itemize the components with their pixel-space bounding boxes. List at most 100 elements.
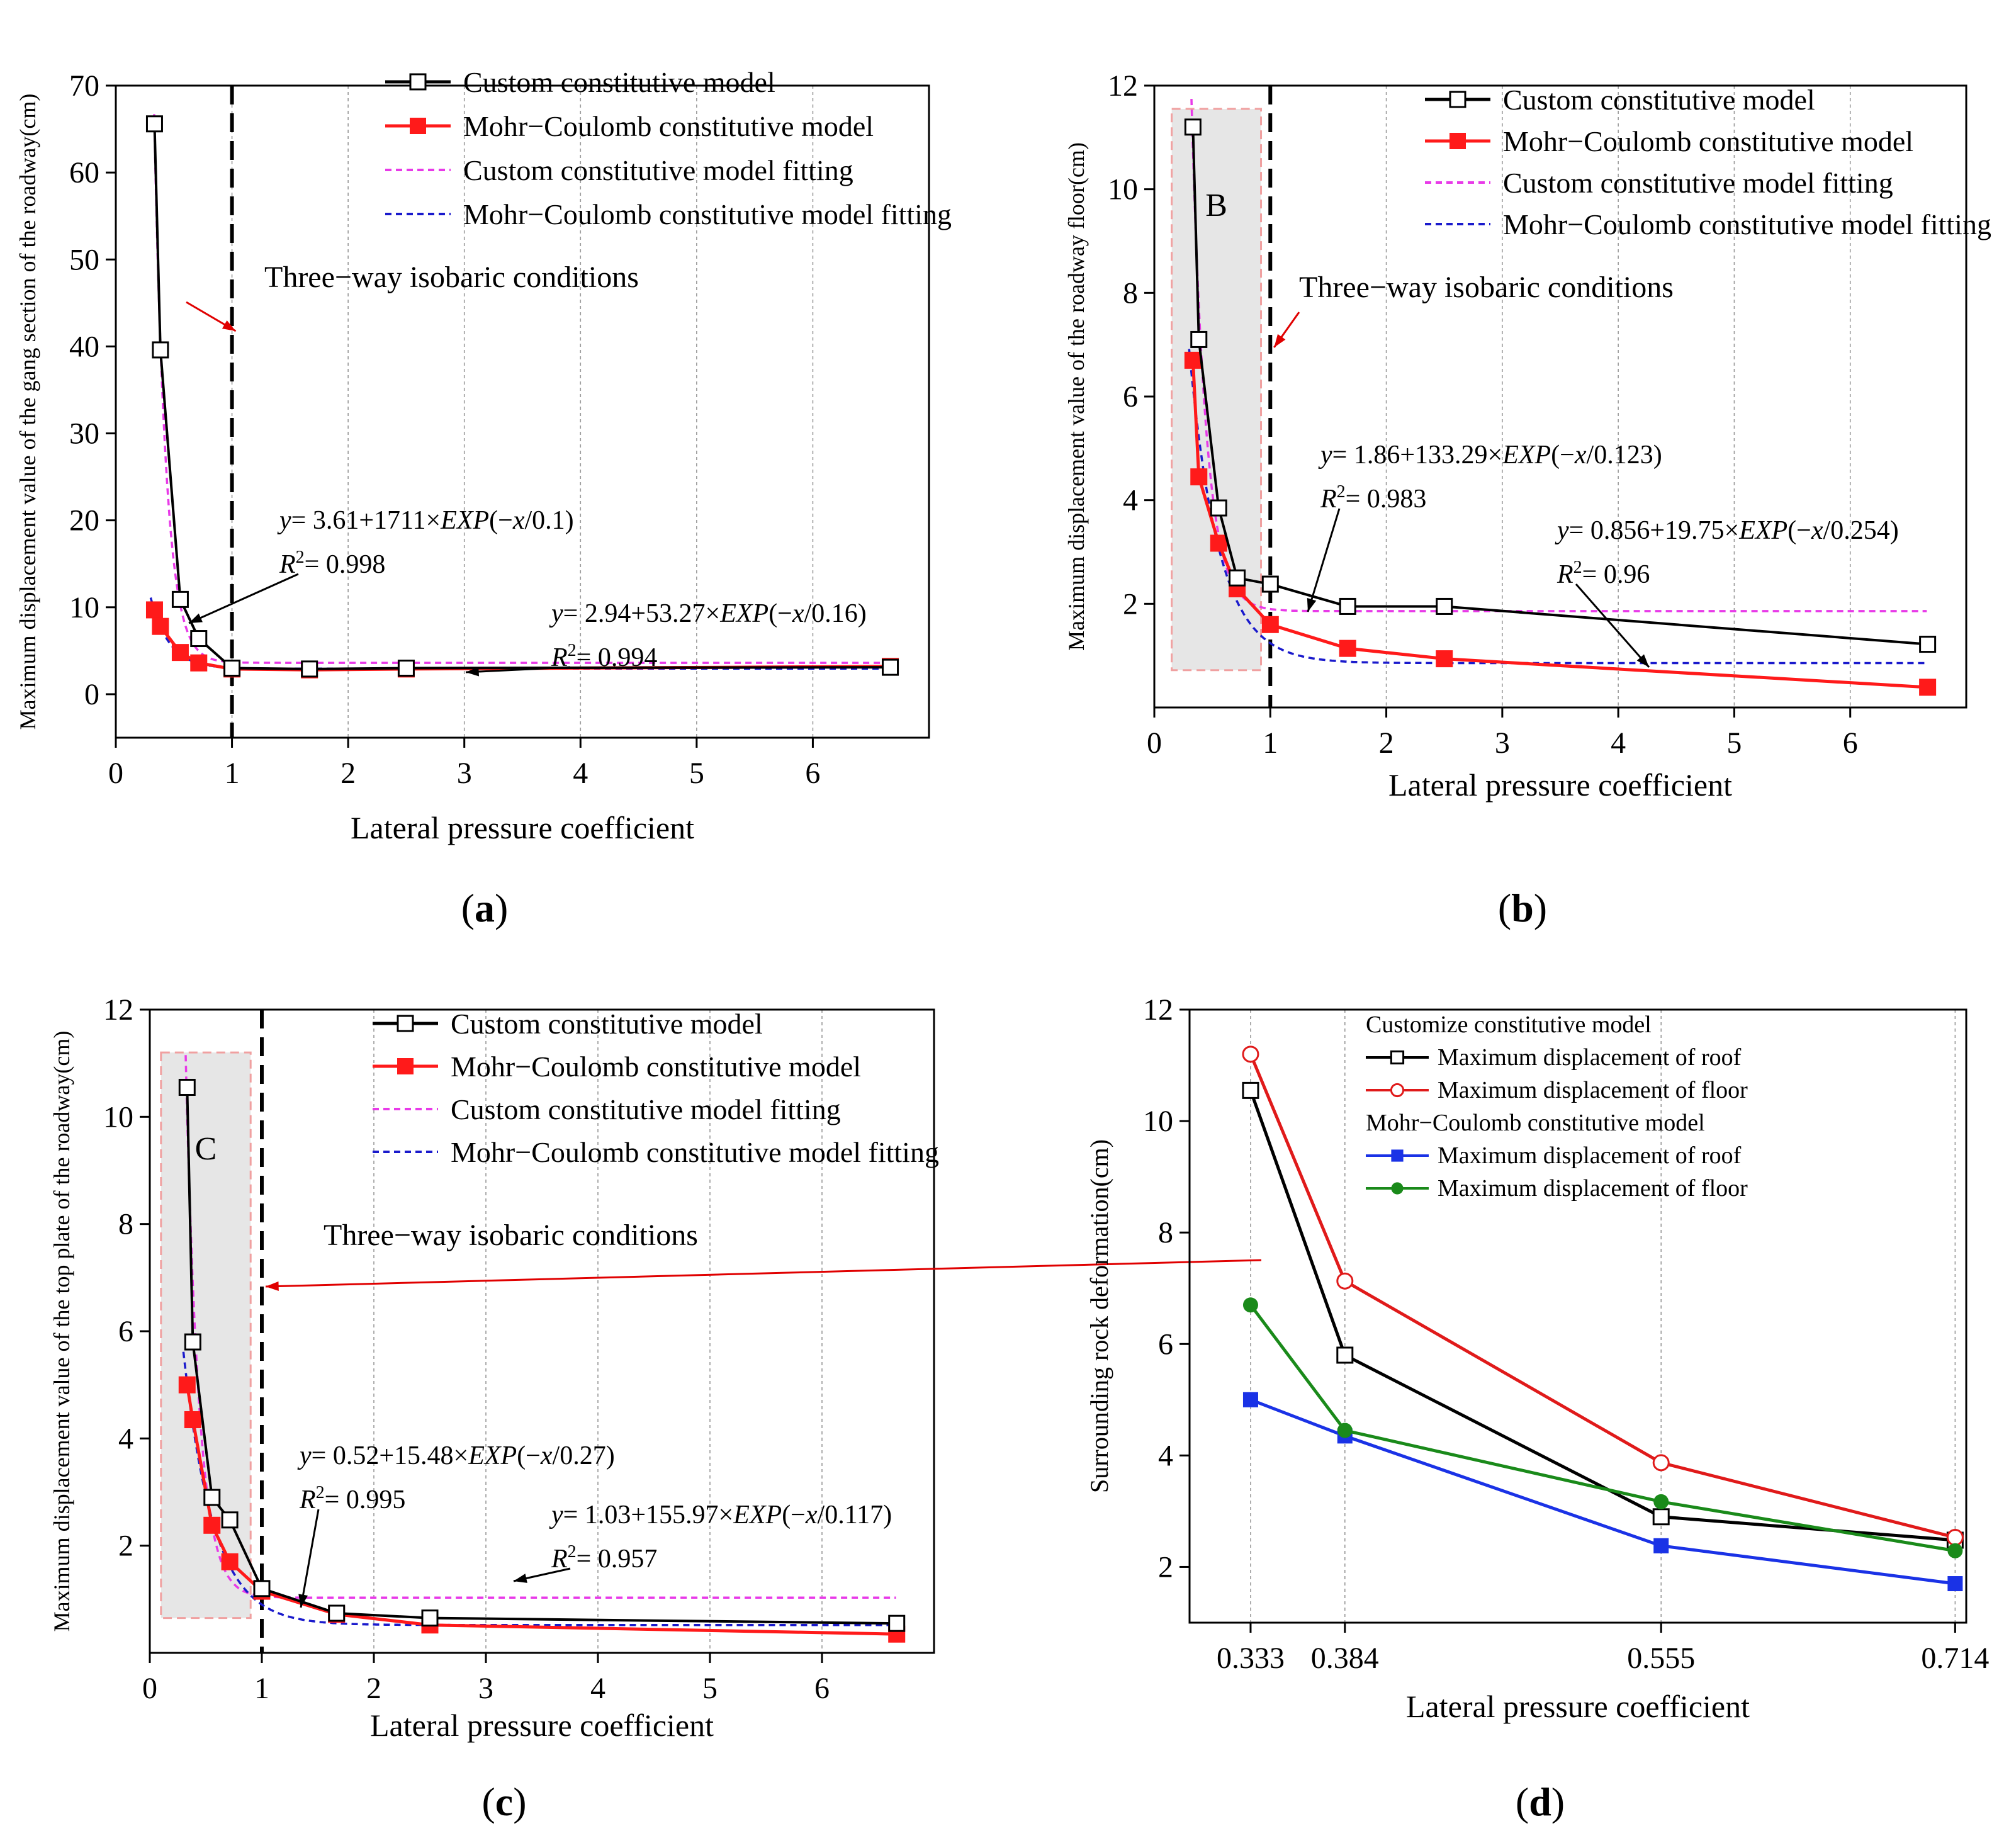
series-line-circle-filled (1249, 1304, 1956, 1553)
legend-marker (410, 118, 426, 134)
x-axis-label: Lateral pressure coefficient (370, 1708, 714, 1743)
y-tick-label: 50 (69, 243, 99, 276)
r2-value: = 0.957 (577, 1545, 658, 1574)
eq-exp: EXP (440, 506, 489, 535)
isobaric-arrow (265, 1259, 1262, 1288)
isobaric-arrow-head (1274, 334, 1286, 347)
x-tick-label: 0 (108, 757, 123, 790)
series-line-square-filled (1250, 1398, 1956, 1586)
isobaric-label: Three−way isobaric conditions (324, 1219, 698, 1252)
mc-data-point (152, 617, 169, 635)
data-point (1242, 1081, 1259, 1099)
r2-r: R (1556, 560, 1573, 589)
r2-r: R (279, 550, 296, 579)
data-point (1337, 1423, 1353, 1438)
panel-caption: (b) (1498, 886, 1547, 930)
x-tick-label: 3 (1495, 726, 1510, 760)
y-tick-label: 6 (1123, 380, 1138, 414)
x-tick-label: 0.714 (1921, 1642, 1989, 1675)
x-tick-label: 1 (225, 757, 240, 790)
legend-label: Maximum displacement of floor (1438, 1175, 1748, 1202)
fit-r2: R2= 0.96 (1556, 558, 1650, 589)
custom-data-point (190, 630, 208, 648)
legend-group-title: Customize constitutive model (1366, 1011, 1652, 1038)
eq-part: /0.117) (818, 1501, 892, 1530)
y-tick-label: 2 (118, 1530, 133, 1563)
eq-part: (− (768, 599, 792, 628)
x-tick-label: 2 (366, 1672, 381, 1705)
panel-caption: (c) (481, 1779, 526, 1824)
custom-data-point (1919, 636, 1937, 653)
equation-arrow (1575, 583, 1650, 668)
custom-data-point (1436, 597, 1453, 615)
eq-x: x (1811, 516, 1823, 545)
fit-equation: y= 1.86+133.29×EXP(−x/0.123) (1318, 441, 1662, 470)
eq-part: (− (782, 1501, 806, 1530)
x-tick-label: 5 (702, 1672, 718, 1705)
custom-data-point (178, 1078, 196, 1096)
custom-series-line (153, 123, 891, 670)
eq-x: x (1574, 441, 1587, 470)
eq-part: = 1.03+155.97× (563, 1501, 734, 1530)
legend-label: Custom constitutive model fitting (1503, 167, 1893, 199)
mc-data-point (221, 1553, 239, 1570)
x-tick-label: 5 (1726, 726, 1742, 760)
custom-data-point (1210, 499, 1227, 517)
r2-sup: 2 (568, 1542, 577, 1562)
eq-y: y (277, 506, 291, 535)
y-tick-label: 8 (1123, 276, 1138, 310)
x-tick-label: 0 (1147, 726, 1162, 760)
x-tick-label: 0.384 (1311, 1642, 1379, 1675)
eq-y: y (549, 1501, 563, 1530)
x-tick-label: 0 (142, 1672, 157, 1705)
eq-exp: EXP (1502, 441, 1551, 470)
r2-sup: 2 (1337, 482, 1346, 502)
mc-series-line (185, 1384, 897, 1636)
data-point (1947, 1543, 1963, 1558)
x-tick-label: 3 (478, 1672, 493, 1705)
y-tick-label: 0 (84, 678, 99, 711)
custom-data-point (328, 1604, 346, 1622)
custom-data-point (145, 115, 163, 133)
x-tick-label: 6 (814, 1672, 830, 1705)
x-tick-label: 6 (1843, 726, 1858, 760)
y-tick-label: 4 (118, 1422, 133, 1455)
y-tick-label: 8 (118, 1208, 133, 1241)
x-tick-label: 4 (573, 757, 588, 790)
eq-part: /0.1) (524, 506, 573, 535)
custom-series-line (1191, 127, 1928, 646)
eq-part: (− (1787, 516, 1811, 545)
series-line-square-open (1249, 1090, 1956, 1542)
y-tick-label: 30 (69, 417, 99, 451)
panel-caption: (a) (461, 886, 509, 930)
caption-paren-close: ) (495, 886, 508, 930)
isobaric-label: Three−way isobaric conditions (264, 261, 639, 294)
r2-sup: 2 (568, 641, 577, 660)
eq-exp: EXP (719, 599, 768, 628)
r2-sup: 2 (316, 1483, 325, 1502)
mc-data-point (1919, 679, 1937, 696)
x-tick-label: 1 (1263, 726, 1278, 760)
custom-data-point (152, 341, 169, 359)
data-point (1652, 1454, 1670, 1472)
y-tick-label: 12 (1143, 993, 1173, 1027)
equation-arrow-head (298, 1594, 308, 1608)
legend-label: Custom constitutive model fitting (463, 154, 853, 186)
legend-group-title: Mohr−Coulomb constitutive model (1366, 1110, 1705, 1136)
x-tick-label: 2 (341, 757, 356, 790)
caption-letter: c (495, 1779, 513, 1824)
x-tick-label: 1 (254, 1672, 269, 1705)
isobaric-arrow-head (266, 1281, 279, 1291)
x-tick-label: 6 (805, 757, 820, 790)
eq-part: /0.27) (553, 1441, 615, 1470)
equation-arrow-head (514, 1574, 527, 1583)
x-tick-label: 2 (1379, 726, 1394, 760)
y-tick-label: 2 (1158, 1550, 1173, 1584)
data-point (1242, 1045, 1259, 1063)
legend-label: Mohr−Coulomb constitutive model (451, 1051, 861, 1083)
mc-data-point (178, 1376, 196, 1394)
equation-arrow (465, 666, 571, 673)
y-tick-label: 70 (69, 69, 99, 103)
custom-data-point (1190, 330, 1208, 348)
